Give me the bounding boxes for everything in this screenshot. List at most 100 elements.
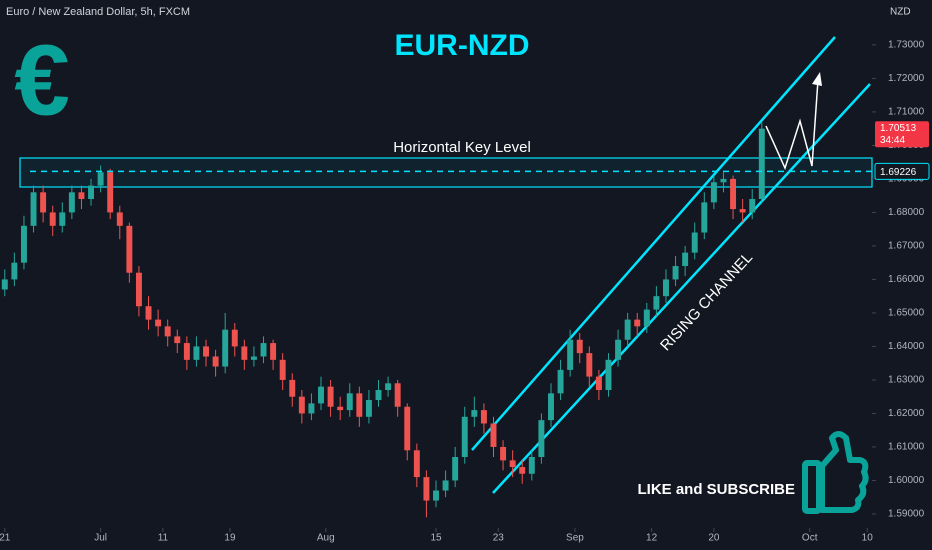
x-tick-label: Sep bbox=[566, 533, 584, 544]
candle-body bbox=[586, 353, 593, 377]
candle-body bbox=[452, 457, 459, 481]
candle-body bbox=[346, 393, 353, 411]
thumb-icon bbox=[802, 431, 869, 514]
candle-body bbox=[385, 383, 392, 390]
candle-body bbox=[289, 379, 296, 397]
candle-body bbox=[279, 359, 286, 380]
y-tick-label: 1.64000 bbox=[888, 341, 925, 352]
candle-body bbox=[643, 309, 650, 327]
candle-body bbox=[107, 172, 114, 213]
x-tick-label: 20 bbox=[708, 533, 720, 544]
candle-body bbox=[155, 319, 162, 327]
y-tick-label: 1.66000 bbox=[888, 274, 925, 285]
y-tick-label: 1.67000 bbox=[888, 241, 925, 252]
candle-body bbox=[739, 209, 746, 213]
candle-body bbox=[203, 346, 209, 357]
x-tick-label: 10 bbox=[862, 533, 874, 544]
candle-body bbox=[394, 383, 401, 407]
candle-body bbox=[164, 326, 171, 337]
y-tick-label: 1.65000 bbox=[888, 308, 925, 319]
candle-body bbox=[97, 172, 104, 186]
candle-body bbox=[356, 393, 363, 417]
candle-body bbox=[442, 480, 449, 491]
candle-body bbox=[174, 336, 181, 344]
candle-body bbox=[567, 339, 574, 370]
candle-body bbox=[68, 192, 75, 213]
candle-body bbox=[404, 406, 411, 451]
projection-path bbox=[765, 79, 819, 171]
candle-body bbox=[538, 420, 545, 458]
key-level-label: Horizontal Key Level bbox=[393, 139, 531, 156]
candle-body bbox=[701, 202, 708, 233]
candle-body bbox=[337, 406, 344, 411]
candle-body bbox=[135, 272, 142, 307]
y-tick-label: 1.59000 bbox=[888, 509, 925, 520]
candle-body bbox=[250, 356, 257, 360]
candle-body bbox=[1, 279, 8, 290]
y-tick-label: 1.60000 bbox=[888, 475, 925, 486]
candle-body bbox=[749, 199, 756, 213]
candle-body bbox=[20, 225, 27, 263]
x-tick-label: Aug bbox=[317, 533, 335, 544]
y-tick-label: 1.73000 bbox=[888, 40, 925, 51]
y-tick-label: 1.72000 bbox=[888, 73, 925, 84]
candle-body bbox=[298, 396, 305, 414]
chart-title: EUR-NZD bbox=[395, 29, 530, 62]
key-level-tag bbox=[874, 162, 930, 180]
candle-body bbox=[231, 329, 238, 347]
candle-body bbox=[365, 400, 372, 417]
candle-body bbox=[480, 410, 487, 424]
candle-body bbox=[116, 212, 123, 226]
candle-body bbox=[758, 128, 765, 200]
x-tick-label: 15 bbox=[430, 533, 442, 544]
candle-body bbox=[78, 192, 85, 200]
candle-body bbox=[519, 467, 526, 474]
candle-body bbox=[595, 376, 602, 390]
projection-arrowhead bbox=[812, 72, 822, 86]
candle-body bbox=[557, 369, 564, 394]
x-tick-label: 12 bbox=[646, 533, 658, 544]
y-tick-label: 1.68000 bbox=[888, 207, 925, 218]
candle-body bbox=[375, 389, 382, 401]
candle-body bbox=[605, 359, 612, 390]
candle-body bbox=[183, 343, 190, 360]
candle-body bbox=[653, 296, 660, 310]
candle-body bbox=[145, 306, 152, 320]
candle-body bbox=[576, 339, 583, 354]
candle-body bbox=[500, 446, 507, 461]
candle-body bbox=[241, 346, 248, 360]
candle-body bbox=[49, 212, 56, 226]
candle-body bbox=[11, 262, 18, 280]
x-tick-label: Oct bbox=[802, 533, 818, 544]
key-level-price: 1.69226 bbox=[880, 167, 917, 178]
candle-body bbox=[634, 319, 641, 327]
symbol-info: Euro / New Zealand Dollar, 5h, FXCM bbox=[6, 6, 190, 18]
candle-body bbox=[423, 477, 430, 501]
candle-body bbox=[720, 178, 727, 183]
x-tick-label: 23 bbox=[493, 533, 505, 544]
candle-body bbox=[663, 279, 669, 297]
x-tick-label: Jul bbox=[94, 533, 107, 544]
candle-body bbox=[327, 386, 334, 407]
last-price-tag bbox=[875, 121, 929, 148]
countdown: 34:44 bbox=[880, 135, 905, 146]
y-tick-label: 1.63000 bbox=[888, 375, 925, 386]
key-level-box bbox=[19, 157, 873, 188]
candle-body bbox=[59, 212, 66, 226]
candle-body bbox=[528, 457, 535, 474]
last-price: 1.70513 bbox=[880, 123, 917, 134]
candle-body bbox=[413, 450, 420, 478]
candle-body bbox=[615, 339, 622, 360]
candle-body bbox=[548, 393, 554, 421]
candle-body bbox=[682, 252, 689, 267]
candle-body bbox=[126, 225, 133, 273]
x-tick-label: 21 bbox=[0, 533, 11, 544]
candle-body bbox=[88, 185, 95, 200]
y-tick-label: 1.61000 bbox=[888, 442, 925, 453]
candle-body bbox=[193, 346, 200, 360]
candle-body bbox=[308, 403, 315, 414]
candle-body bbox=[691, 232, 698, 253]
channel-upper bbox=[471, 36, 836, 451]
candle-body bbox=[710, 182, 717, 203]
